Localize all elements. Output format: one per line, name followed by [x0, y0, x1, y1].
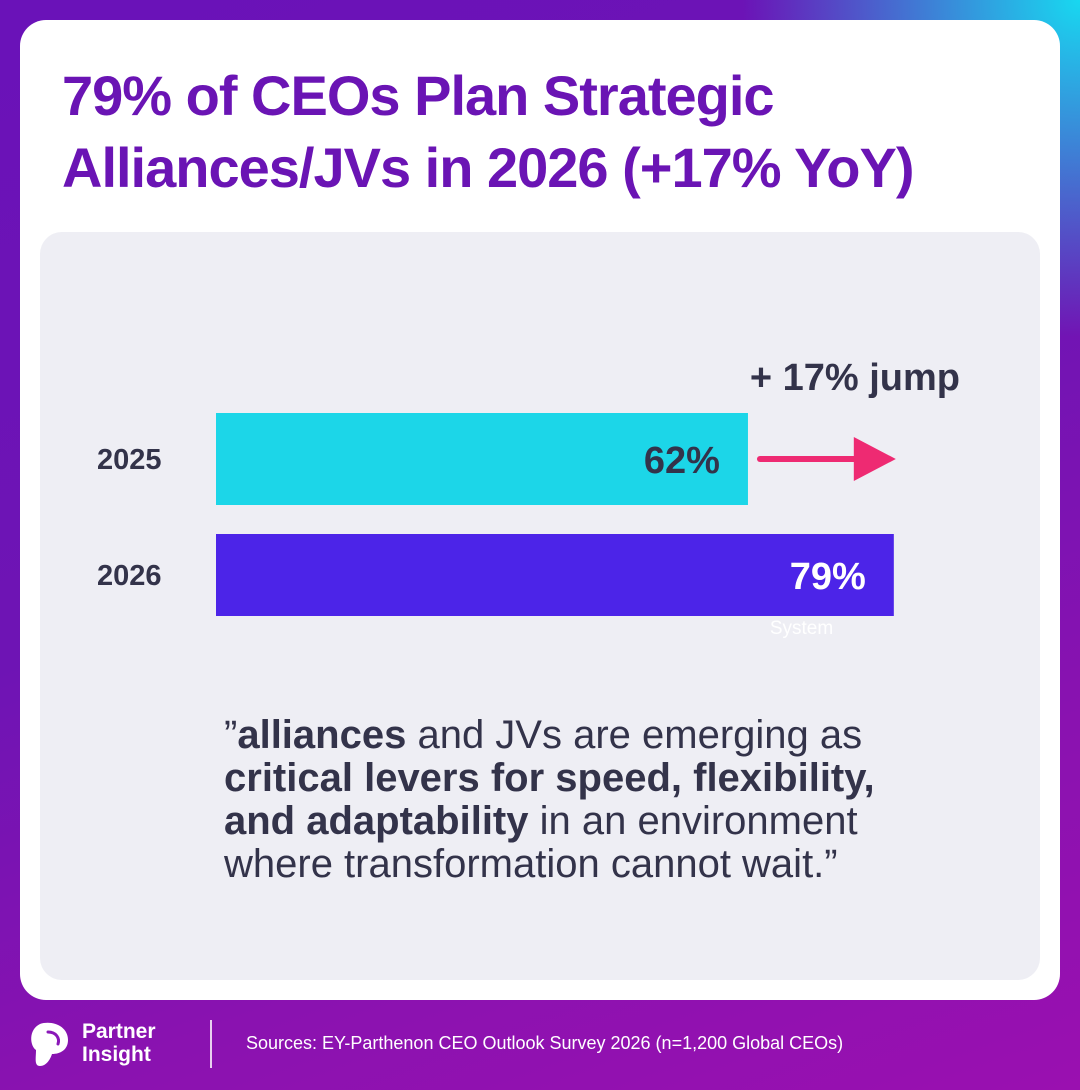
sources-text: Sources: EY-Parthenon CEO Outlook Survey… [246, 1033, 844, 1053]
quote-bold-1: alliances [237, 713, 407, 757]
brand-line-1: Partner [82, 1020, 156, 1043]
page-title: 79% of CEOs Plan Strategic Alliances/JVs… [62, 60, 1022, 204]
infographic-card: 79% of CEOs Plan Strategic Alliances/JVs… [20, 20, 1060, 1000]
bar-2026 [216, 534, 894, 616]
bar-2025 [216, 413, 748, 505]
quote-bold-2: critical levers for speed, flexibility, … [224, 756, 875, 843]
title-line-2: Alliances/JVs in 2026 (+17% YoY) [62, 136, 915, 199]
footer: Partner Insight Sources: EY-Parthenon CE… [0, 1000, 1080, 1090]
quote-close-mark: ” [824, 842, 838, 886]
quote-text-1: and JVs are emerging as [406, 713, 863, 757]
brand-line-2: Insight [82, 1043, 151, 1066]
category-label-2025: 2025 [97, 444, 162, 476]
bar-chart: 2025 62% 2026 79% System + 17% jump [97, 357, 960, 639]
category-label-2026: 2026 [97, 560, 162, 592]
quote: ”alliances and JVs are emerging as criti… [224, 714, 944, 886]
title-line-1: 79% of CEOs Plan Strategic [62, 64, 775, 127]
partner-insight-logo-icon [31, 1022, 68, 1066]
quote-open-mark: ” [224, 713, 238, 757]
jump-annotation: + 17% jump [750, 357, 960, 399]
value-label-2026: 79% [790, 556, 866, 598]
brand-name: Partner Insight [82, 1020, 156, 1066]
footer-divider [210, 1020, 212, 1068]
value-label-2025: 62% [644, 440, 720, 482]
chart-panel: 2025 62% 2026 79% System + 17% jump ”alliance… [40, 232, 1040, 980]
jump-arrow-head [853, 437, 896, 481]
quote-text-2: in an environment where transformation c… [224, 799, 858, 886]
faint-system-label: System [770, 618, 833, 639]
